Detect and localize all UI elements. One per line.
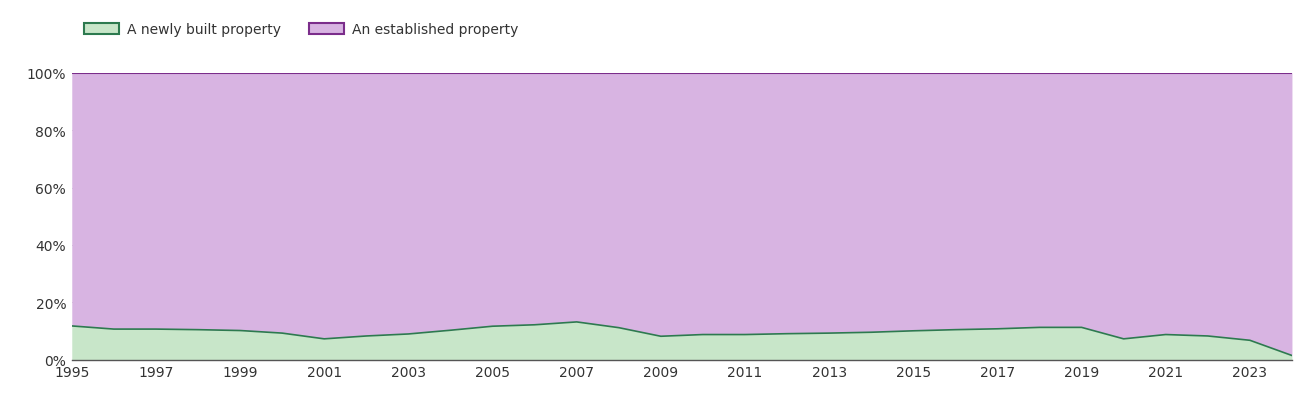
Legend: A newly built property, An established property: A newly built property, An established p… (78, 18, 525, 43)
